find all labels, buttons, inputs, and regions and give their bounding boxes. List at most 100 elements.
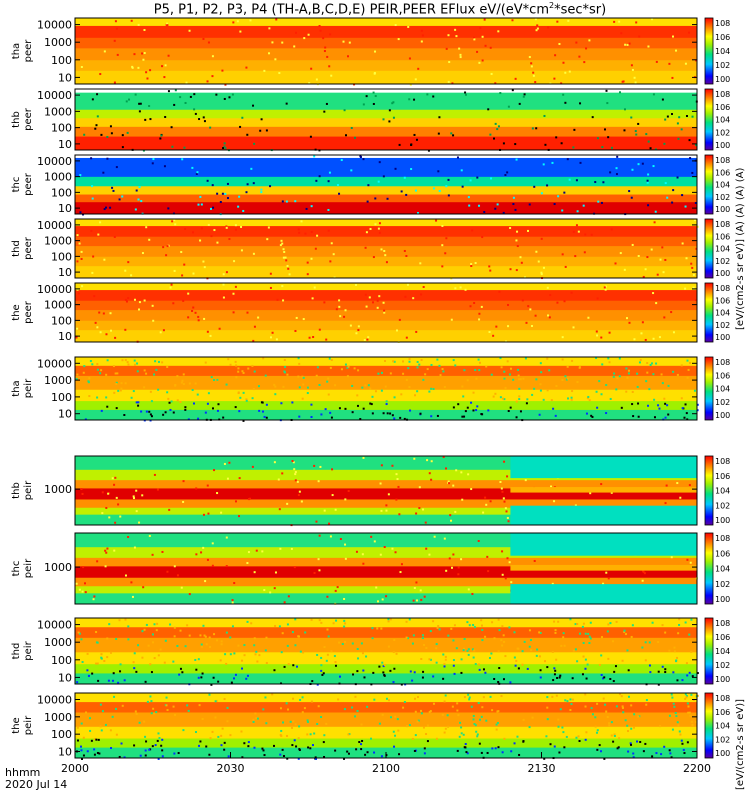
x-tick-label: 2130	[528, 762, 556, 775]
colorbar-tick-label: 108	[715, 534, 730, 543]
heat-band-3	[75, 557, 697, 567]
panel-label-probe: thc	[11, 561, 22, 577]
colorbar-tick-label: 100	[715, 141, 730, 150]
heat-band-3	[75, 176, 697, 187]
x-tick-label: 2200	[683, 762, 711, 775]
colorbar-tick-label: 108	[715, 90, 730, 99]
colorbar-tick-label: 100	[715, 269, 730, 278]
colorbar-side-label-upper: [eV/(cm2-s sr eV)] (A) (A) (A) (A)	[735, 167, 746, 330]
heat-band-2	[75, 547, 697, 559]
colorbar-tick-label: 100	[715, 205, 730, 214]
colorbar-tick-label: 100	[715, 75, 730, 84]
y-tick-label: 1000	[44, 561, 72, 574]
colorbar-tick-label: 102	[715, 661, 730, 670]
heat-texture	[76, 219, 699, 280]
colorbar	[704, 282, 714, 343]
y-tick-label: 10	[58, 330, 72, 343]
panel-thb-peer: 10000 1000 100 10 thb peer 108 106 104 102 100	[11, 88, 730, 152]
colorbar-tick-label: 106	[715, 33, 730, 42]
panel-label-instrument: peir	[23, 715, 34, 735]
panel-label-probe: thd	[11, 643, 22, 660]
colorbar-tick-label: 102	[715, 61, 730, 70]
x-axis-label: hhmm	[5, 766, 41, 779]
panel-label-probe: thd	[11, 240, 22, 257]
colorbar-side-label-lower: [eV/(cm2-s sr eV)]	[735, 698, 746, 790]
y-tick-label: 100	[51, 654, 72, 667]
heat-band-7	[75, 593, 697, 605]
post-boundary-band-mid	[510, 487, 697, 493]
y-tick-label: 1000	[44, 105, 72, 118]
colorbar-tick-label: 104	[715, 487, 730, 496]
colorbar-tick-label: 106	[715, 549, 730, 558]
y-tick-label: 10	[58, 671, 72, 684]
colorbar-tick-label: 106	[715, 708, 730, 717]
panel-label-instrument: peer	[23, 39, 34, 63]
heat-band-3	[75, 375, 697, 391]
heat-band-5	[75, 577, 697, 587]
heat-band-2	[75, 92, 697, 111]
panel-label-instrument: peir	[23, 558, 34, 578]
colorbar-tick-label: 106	[715, 371, 730, 380]
colorbar-tick-label: 104	[715, 565, 730, 574]
panel-label-instrument: peer	[23, 172, 34, 196]
colorbar-tick-label: 104	[715, 245, 730, 254]
panel-the-peer: 10000 1000 100 10 the peer 108 106 104 102 100	[11, 282, 730, 343]
colorbar-tick-label: 104	[715, 181, 730, 190]
y-tick-label: 10	[58, 202, 72, 215]
heat-band-3	[75, 236, 697, 247]
heat-band-3	[75, 109, 697, 119]
heat-band-2	[75, 469, 697, 481]
panel-frame	[74, 356, 698, 421]
heat-band-5	[75, 401, 697, 411]
panel-tha-peer: 10000 1000 100 10 tha peer 108 106 104 102 100	[11, 17, 730, 86]
panel-frame	[74, 282, 698, 343]
panel-label-instrument: peer	[23, 300, 34, 324]
heat-band-2	[75, 627, 697, 639]
y-tick-label: 1000	[44, 235, 72, 248]
heat-texture	[83, 89, 698, 152]
y-tick-label: 10000	[37, 89, 72, 102]
colorbar-tick-label: 102	[715, 193, 730, 202]
panel-frame	[74, 88, 698, 151]
heat-band-4	[75, 566, 697, 579]
post-boundary-band-bottom	[510, 505, 697, 525]
panel-label-probe: thb	[11, 482, 22, 499]
colorbar-tick-label: 104	[715, 47, 730, 56]
y-tick-label: 100	[51, 728, 72, 741]
colorbar-tick-label: 108	[715, 358, 730, 367]
post-boundary-band-top	[510, 533, 697, 556]
heat-band-6	[75, 202, 697, 215]
colorbar	[704, 17, 714, 85]
heat-band-6	[75, 266, 697, 279]
colorbar-tick-label: 102	[715, 501, 730, 510]
y-tick-label: 1000	[44, 483, 72, 496]
y-tick-label: 10	[58, 71, 72, 84]
colorbar-tick-label: 106	[715, 168, 730, 177]
heat-band-2	[75, 290, 697, 302]
chart-title: P5, P1, P2, P3, P4 (TH-A,B,C,D,E) PEIR,P…	[153, 1, 607, 18]
panel-thb-peir: 1000 thb peir 108 106 104 102 100	[11, 455, 730, 527]
panel-label-instrument: peir	[23, 378, 34, 398]
heat-band-4	[75, 488, 697, 500]
heat-band-5	[75, 664, 697, 674]
heat-band-6	[75, 586, 697, 594]
heat-band-5	[75, 60, 697, 72]
heat-band-2	[75, 365, 697, 377]
y-tick-label: 10000	[37, 694, 72, 707]
panel-frame	[74, 17, 698, 85]
panel-label-probe: thb	[11, 111, 22, 128]
panel-label-probe: tha	[11, 380, 22, 396]
y-tick-label: 100	[51, 391, 72, 404]
colorbar-tick-label: 104	[715, 309, 730, 318]
colorbar-tick-label: 108	[715, 220, 730, 229]
colorbar	[704, 455, 714, 526]
panel-frame	[74, 532, 698, 605]
date-label: 2020 Jul 14	[5, 778, 68, 791]
panel-label-probe: the	[11, 717, 22, 733]
y-tick-label: 10000	[37, 219, 72, 232]
colorbar	[704, 356, 714, 421]
colorbar-tick-label: 104	[715, 116, 730, 125]
panel-tha-peir: 10000 1000 100 10 tha peir 108 106 104 102 100	[11, 356, 730, 422]
colorbar	[704, 218, 714, 279]
panel-label-probe: thc	[11, 177, 22, 193]
